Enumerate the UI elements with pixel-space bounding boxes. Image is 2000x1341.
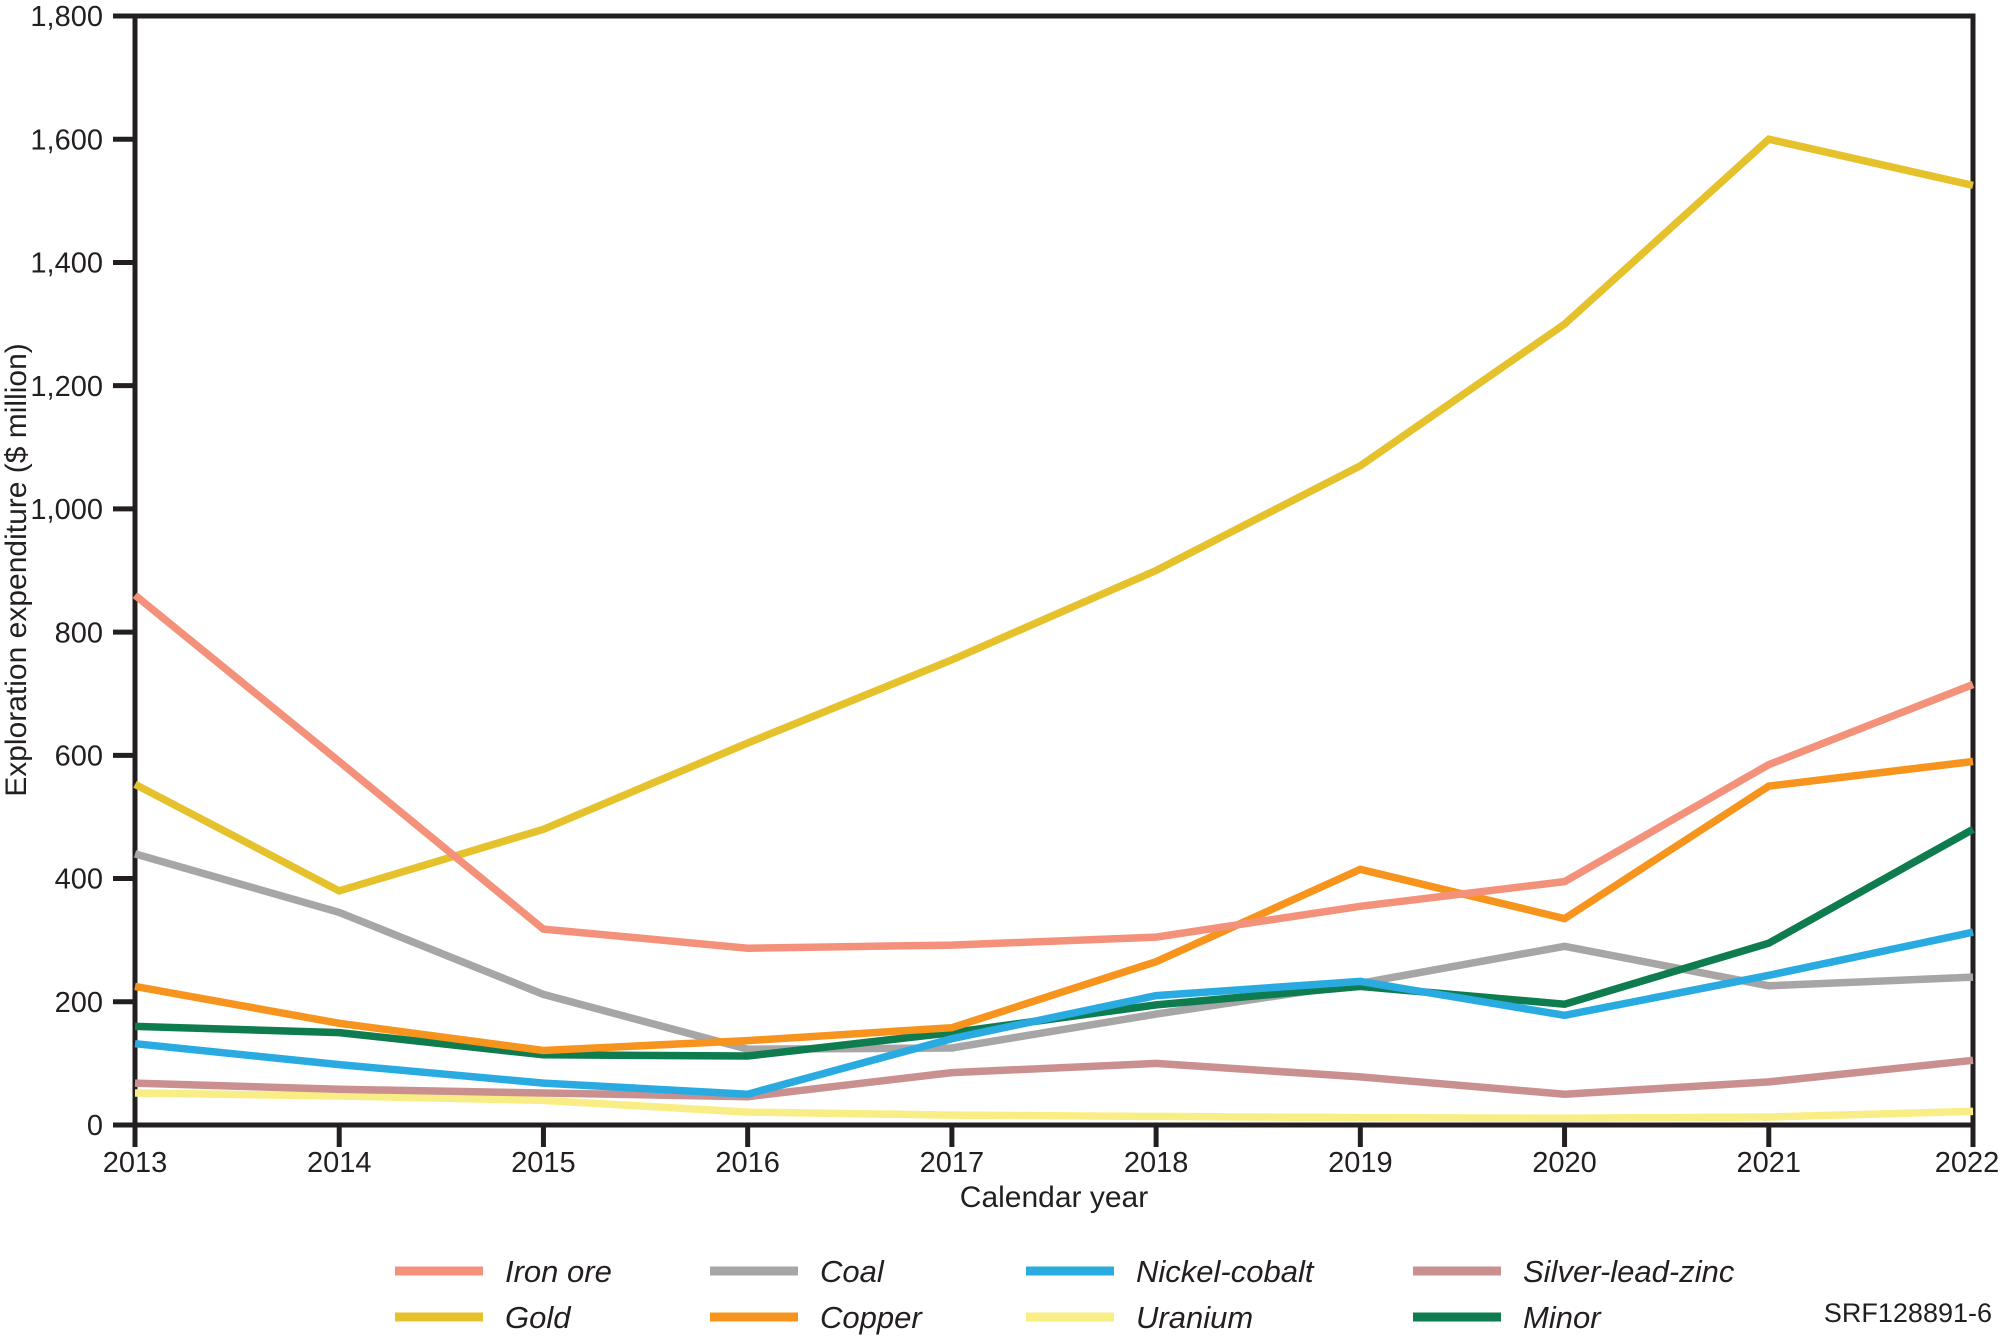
y-tick-label: 400 xyxy=(55,864,103,896)
x-axis-title: Calendar year xyxy=(960,1181,1148,1214)
series-line-copper xyxy=(134,757,1974,1055)
legend-label-iron-ore: Iron ore xyxy=(505,1254,612,1289)
x-tick-label: 2013 xyxy=(103,1147,168,1179)
y-tick-label: 1,600 xyxy=(30,124,103,156)
legend-item-coal: Coal xyxy=(710,1254,885,1289)
series-line-uranium xyxy=(134,1089,1974,1122)
legend-label-gold: Gold xyxy=(505,1300,572,1335)
y-tick-label: 1,800 xyxy=(30,1,103,33)
series-lines xyxy=(132,135,1975,1122)
legend-item-gold: Gold xyxy=(395,1300,572,1335)
plot-frame xyxy=(132,13,1976,1128)
y-tick-label: 1,400 xyxy=(30,248,103,280)
legend-label-copper: Copper xyxy=(820,1300,923,1335)
y-axis-ticks: 0 200 400 600 800 1,000 1,200 1,400 1,600 1,800 xyxy=(30,1,135,1142)
series-line-coal xyxy=(133,850,1974,1053)
legend: Iron ore Coal Nickel-cobalt Silver-lead-zin… xyxy=(395,1254,1735,1335)
series-line-gold xyxy=(133,135,1974,895)
legend-label-silver-lead-zinc: Silver-lead-zinc xyxy=(1523,1254,1735,1289)
legend-item-iron-ore: Iron ore xyxy=(395,1254,612,1289)
legend-label-nickel-cobalt: Nickel-cobalt xyxy=(1136,1254,1315,1289)
x-tick-label: 2014 xyxy=(307,1147,372,1179)
x-tick-label: 2016 xyxy=(715,1147,780,1179)
x-tick-label: 2017 xyxy=(920,1147,985,1179)
legend-item-silver-lead-zinc: Silver-lead-zinc xyxy=(1413,1254,1735,1289)
legend-item-copper: Copper xyxy=(710,1300,923,1335)
y-tick-label: 1,000 xyxy=(30,494,103,526)
legend-item-minor: Minor xyxy=(1413,1300,1602,1335)
legend-label-uranium: Uranium xyxy=(1136,1300,1253,1335)
y-tick-label: 0 xyxy=(87,1110,103,1142)
x-tick-label: 2018 xyxy=(1124,1147,1189,1179)
legend-item-nickel-cobalt: Nickel-cobalt xyxy=(1026,1254,1315,1289)
series-line-nickel-cobalt xyxy=(134,928,1974,1098)
figure-reference: SRF128891-6 xyxy=(1824,1298,1992,1328)
x-axis-ticks: 2013 2014 2015 2016 2017 2018 2019 2020 2021 2022 xyxy=(103,1125,2000,1179)
x-tick-label: 2015 xyxy=(511,1147,576,1179)
y-tick-label: 600 xyxy=(55,740,103,772)
x-tick-label: 2020 xyxy=(1532,1147,1597,1179)
y-tick-label: 200 xyxy=(55,987,103,1019)
series-line-iron-ore xyxy=(132,592,1975,952)
legend-label-minor: Minor xyxy=(1523,1300,1602,1335)
series-line-silver-lead-zinc xyxy=(134,1056,1974,1101)
y-axis-title: Exploration expenditure ($ million) xyxy=(0,343,33,797)
legend-label-coal: Coal xyxy=(820,1254,885,1289)
x-tick-label: 2019 xyxy=(1328,1147,1393,1179)
y-tick-label: 1,200 xyxy=(30,371,103,403)
x-tick-label: 2022 xyxy=(1935,1147,2000,1179)
legend-item-uranium: Uranium xyxy=(1026,1300,1253,1335)
y-tick-label: 800 xyxy=(55,617,103,649)
x-tick-label: 2021 xyxy=(1737,1147,1802,1179)
